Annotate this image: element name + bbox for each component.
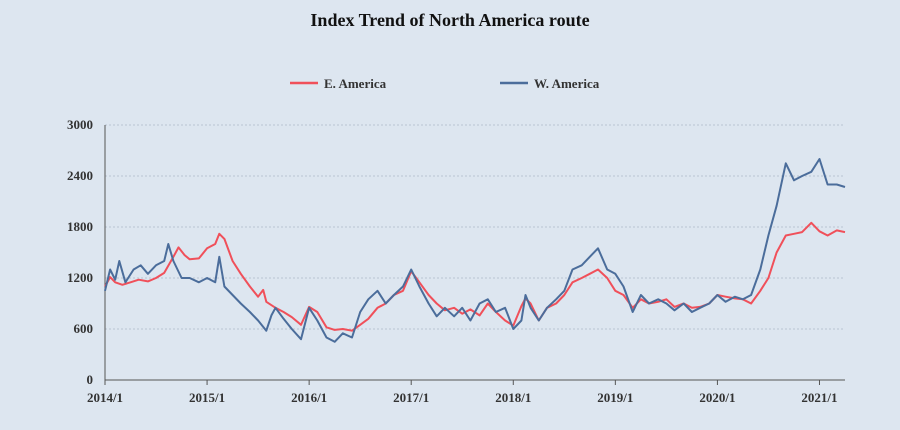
y-tick-label: 2400 <box>67 168 93 183</box>
x-tick-label: 2016/1 <box>291 390 327 405</box>
x-tick-label: 2020/1 <box>699 390 735 405</box>
y-tick-label: 600 <box>74 321 94 336</box>
legend-label: E. America <box>324 76 387 91</box>
y-tick-label: 1800 <box>67 219 93 234</box>
legend: E. America W. America <box>290 76 600 91</box>
chart-title: Index Trend of North America route <box>310 10 589 30</box>
x-tick-label: 2019/1 <box>597 390 633 405</box>
y-axis: 0 600 1200 1800 2400 3000 <box>67 117 93 387</box>
x-tick-label: 2021/1 <box>801 390 837 405</box>
y-tick-label: 3000 <box>67 117 93 132</box>
x-tick-label: 2017/1 <box>393 390 429 405</box>
grid-lines <box>105 124 845 330</box>
y-tick-label: 1200 <box>67 270 93 285</box>
series-group <box>104 158 846 343</box>
series-line-w-america <box>104 158 846 343</box>
x-tick-label: 2014/1 <box>87 390 123 405</box>
legend-label: W. America <box>534 76 600 91</box>
x-tick-label: 2018/1 <box>495 390 531 405</box>
x-tick-label: 2015/1 <box>189 390 225 405</box>
y-tick-label: 0 <box>87 372 94 387</box>
x-axis: 2014/1 2015/1 2016/1 2017/1 2018/1 2019/1 2020… <box>87 125 845 405</box>
